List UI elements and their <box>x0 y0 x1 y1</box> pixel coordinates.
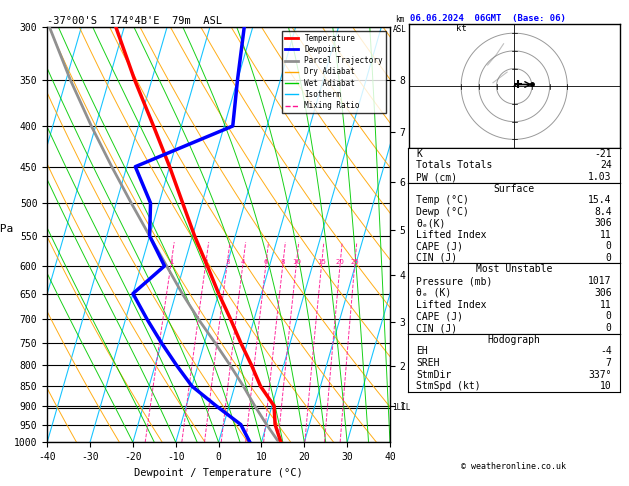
Text: 15.4: 15.4 <box>588 195 611 206</box>
Text: 306: 306 <box>594 288 611 298</box>
X-axis label: Dewpoint / Temperature (°C): Dewpoint / Temperature (°C) <box>134 468 303 478</box>
Text: kt: kt <box>456 24 467 34</box>
Text: CAPE (J): CAPE (J) <box>416 311 463 321</box>
Text: -37°00'S  174°4B'E  79m  ASL: -37°00'S 174°4B'E 79m ASL <box>47 16 222 26</box>
Y-axis label: hPa: hPa <box>0 225 13 235</box>
Text: -4: -4 <box>600 347 611 356</box>
Legend: Temperature, Dewpoint, Parcel Trajectory, Dry Adiabat, Wet Adiabat, Isotherm, Mi: Temperature, Dewpoint, Parcel Trajectory… <box>282 31 386 113</box>
Text: K: K <box>416 149 422 158</box>
Text: 337°: 337° <box>588 370 611 380</box>
Text: -21: -21 <box>594 149 611 158</box>
Text: km
ASL: km ASL <box>392 15 406 34</box>
Text: CAPE (J): CAPE (J) <box>416 241 463 251</box>
Text: © weatheronline.co.uk: © weatheronline.co.uk <box>462 462 566 471</box>
Text: 15: 15 <box>318 259 326 265</box>
Text: 25: 25 <box>350 259 359 265</box>
Text: CIN (J): CIN (J) <box>416 253 457 263</box>
Text: Most Unstable: Most Unstable <box>476 264 552 274</box>
Text: θₑ (K): θₑ (K) <box>416 288 452 298</box>
Text: Surface: Surface <box>493 184 535 194</box>
Text: CIN (J): CIN (J) <box>416 323 457 333</box>
Text: 6: 6 <box>264 259 269 265</box>
Text: Temp (°C): Temp (°C) <box>416 195 469 206</box>
Text: PW (cm): PW (cm) <box>416 173 457 182</box>
Text: 1LCL: 1LCL <box>392 403 411 412</box>
Text: θₑ(K): θₑ(K) <box>416 218 445 228</box>
Text: 0: 0 <box>606 311 611 321</box>
Text: 0: 0 <box>606 241 611 251</box>
Text: 1017: 1017 <box>588 276 611 286</box>
Text: StmSpd (kt): StmSpd (kt) <box>416 382 481 391</box>
Text: 24: 24 <box>600 160 611 171</box>
Text: 1: 1 <box>169 259 174 265</box>
Text: 10: 10 <box>600 382 611 391</box>
Text: 8: 8 <box>281 259 286 265</box>
Text: 10: 10 <box>292 259 301 265</box>
Text: Totals Totals: Totals Totals <box>416 160 493 171</box>
Text: StmDir: StmDir <box>416 370 452 380</box>
Text: Pressure (mb): Pressure (mb) <box>416 276 493 286</box>
Text: 11: 11 <box>600 230 611 240</box>
Y-axis label: Mixing Ratio (g/kg): Mixing Ratio (g/kg) <box>416 187 425 282</box>
Text: 0: 0 <box>606 323 611 333</box>
Text: SREH: SREH <box>416 358 440 368</box>
Text: 4: 4 <box>241 259 245 265</box>
Text: 306: 306 <box>594 218 611 228</box>
Text: 20: 20 <box>336 259 345 265</box>
Text: 06.06.2024  06GMT  (Base: 06): 06.06.2024 06GMT (Base: 06) <box>410 14 566 23</box>
Text: 0: 0 <box>606 253 611 263</box>
Text: 3: 3 <box>225 259 230 265</box>
Text: 1.03: 1.03 <box>588 173 611 182</box>
Text: EH: EH <box>416 347 428 356</box>
Text: Lifted Index: Lifted Index <box>416 230 487 240</box>
Text: Hodograph: Hodograph <box>487 335 540 345</box>
Text: Lifted Index: Lifted Index <box>416 299 487 310</box>
Text: 7: 7 <box>606 358 611 368</box>
Text: 8.4: 8.4 <box>594 207 611 217</box>
Text: Dewp (°C): Dewp (°C) <box>416 207 469 217</box>
Text: 11: 11 <box>600 299 611 310</box>
Text: 2: 2 <box>204 259 208 265</box>
